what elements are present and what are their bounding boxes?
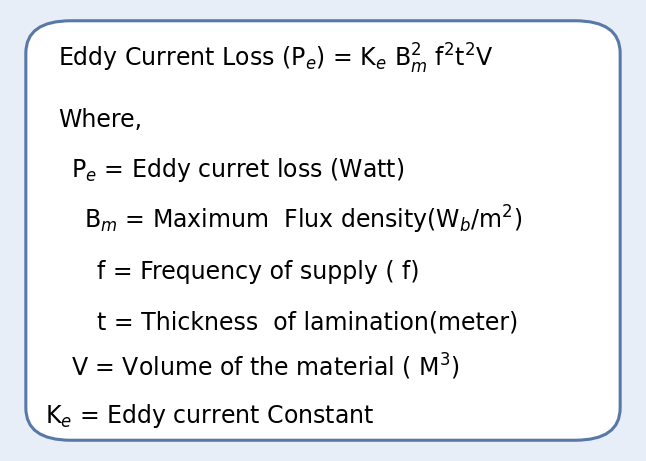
- Text: B$_{m}$ = Maximum  Flux density(W$_{b}$/m$^{2}$): B$_{m}$ = Maximum Flux density(W$_{b}$/m…: [84, 203, 522, 236]
- Text: Where,: Where,: [58, 108, 142, 132]
- FancyBboxPatch shape: [26, 21, 620, 440]
- Text: K$_{e}$ = Eddy current Constant: K$_{e}$ = Eddy current Constant: [45, 402, 375, 430]
- Text: f = Frequency of supply ( f): f = Frequency of supply ( f): [97, 260, 419, 284]
- Text: t = Thickness  of lamination(meter): t = Thickness of lamination(meter): [97, 311, 518, 335]
- Text: Eddy Current Loss (P$_{e}$) = K$_{e}$ B$_{m}^{2}$ f$^{2}$t$^{2}$V: Eddy Current Loss (P$_{e}$) = K$_{e}$ B$…: [58, 42, 494, 76]
- Text: P$_{e}$ = Eddy curret loss (Watt): P$_{e}$ = Eddy curret loss (Watt): [71, 156, 404, 184]
- Text: V = Volume of the material ( M$^{3}$): V = Volume of the material ( M$^{3}$): [71, 351, 459, 382]
